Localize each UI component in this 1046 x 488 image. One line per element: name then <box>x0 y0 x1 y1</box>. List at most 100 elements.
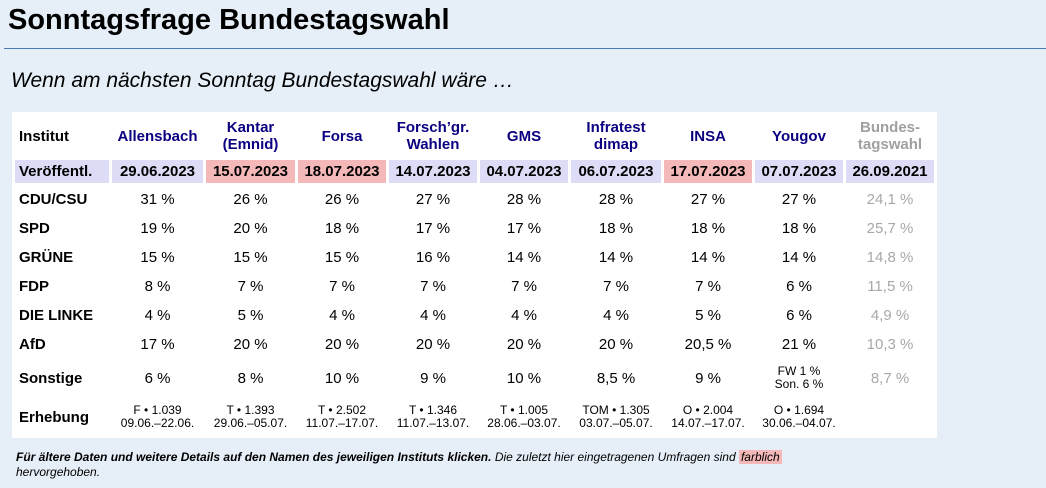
institute-allensbach[interactable]: Allensbach <box>112 115 203 157</box>
election-value: 24,1 % <box>846 186 934 212</box>
published-date: 18.07.2023 <box>298 160 386 183</box>
survey-info: O • 2.004 14.07.–17.07. <box>664 399 752 435</box>
poll-value: 17 % <box>112 331 203 357</box>
poll-value: 7 % <box>389 273 477 299</box>
election-value: 25,7 % <box>846 215 934 241</box>
poll-value: 14 % <box>480 244 568 270</box>
institute-forschungsgruppe[interactable]: Forsch’gr. Wahlen <box>389 115 477 157</box>
footnote-bold: Für ältere Daten und weitere Details auf… <box>16 450 492 464</box>
page-title: Sonntagsfrage Bundestagswahl <box>8 4 450 36</box>
survey-period: 29.06.–05.07. <box>213 416 288 430</box>
survey-period: 11.07.–13.07. <box>396 416 470 430</box>
survey-period: 03.07.–05.07. <box>579 416 653 430</box>
poll-value: 20 % <box>206 215 295 241</box>
poll-value: 7 % <box>571 273 661 299</box>
survey-method: TOM • 1.305 <box>582 403 650 417</box>
poll-value: 5 % <box>664 302 752 328</box>
party-row: AfD 17 % 20 % 20 % 20 % 20 % 20 % 20,5 %… <box>15 331 934 357</box>
poll-value: 18 % <box>571 215 661 241</box>
poll-value: 14 % <box>755 244 843 270</box>
footnote-highlight-sample: farblich <box>738 450 782 464</box>
published-date: 26.09.2021 <box>846 160 934 183</box>
institute-insa[interactable]: INSA <box>664 115 752 157</box>
survey-info: T • 1.005 28.06.–03.07. <box>480 399 568 435</box>
other-value: Son. 6 % <box>774 377 824 391</box>
survey-method: T • 1.393 <box>226 403 275 417</box>
survey-method: F • 1.039 <box>133 403 182 417</box>
poll-value: 21 % <box>755 331 843 357</box>
party-label: SPD <box>15 215 109 241</box>
poll-value: 18 % <box>664 215 752 241</box>
party-row: FDP 8 % 7 % 7 % 7 % 7 % 7 % 7 % 6 % 11,5… <box>15 273 934 299</box>
poll-value: 15 % <box>112 244 203 270</box>
poll-value: 14 % <box>571 244 661 270</box>
election-value: 10,3 % <box>846 331 934 357</box>
poll-value: 4 % <box>389 302 477 328</box>
page-subtitle: Wenn am nächsten Sonntag Bundestagswahl … <box>11 69 514 92</box>
institute-header-label: Institut <box>15 115 109 157</box>
poll-value: 5 % <box>206 302 295 328</box>
poll-value: 20 % <box>480 331 568 357</box>
institute-link[interactable]: Forsch’gr. Wahlen <box>396 119 470 153</box>
poll-value: 8,5 % <box>571 360 661 396</box>
survey-period: 30.06.–04.07. <box>762 416 836 430</box>
poll-value: 28 % <box>480 186 568 212</box>
poll-value: 8 % <box>112 273 203 299</box>
party-row: DIE LINKE 4 % 5 % 4 % 4 % 4 % 4 % 5 % 6 … <box>15 302 934 328</box>
institute-infratest[interactable]: Infratest dimap <box>571 115 661 157</box>
party-row: SPD 19 % 20 % 18 % 17 % 17 % 18 % 18 % 1… <box>15 215 934 241</box>
institute-link[interactable]: Allensbach <box>117 127 198 145</box>
party-label: Sonstige <box>15 360 109 396</box>
survey-method: O • 2.004 <box>682 403 734 417</box>
poll-value: 18 % <box>755 215 843 241</box>
election-value: 4,9 % <box>846 302 934 328</box>
poll-value: 10 % <box>480 360 568 396</box>
poll-value: 7 % <box>206 273 295 299</box>
institute-link[interactable]: Forsa <box>321 127 363 145</box>
other-row: Sonstige 6 % 8 % 10 % 9 % 10 % 8,5 % 9 %… <box>15 360 934 396</box>
institute-link[interactable]: Kantar (Emnid) <box>222 119 279 153</box>
institute-link[interactable]: Yougov <box>772 127 826 145</box>
footnote: Für ältere Daten und weitere Details auf… <box>16 450 916 480</box>
survey-method: T • 1.346 <box>408 403 457 417</box>
institute-gms[interactable]: GMS <box>480 115 568 157</box>
survey-info: T • 1.346 11.07.–13.07. <box>389 399 477 435</box>
poll-value-split: FW 1 % Son. 6 % <box>755 360 843 396</box>
poll-value: 4 % <box>112 302 203 328</box>
institute-kantar[interactable]: Kantar (Emnid) <box>206 115 295 157</box>
institute-link[interactable]: GMS <box>506 127 542 145</box>
published-row: Veröffentl. 29.06.2023 15.07.2023 18.07.… <box>15 160 934 183</box>
institute-bundestagswahl[interactable]: Bundes-tagswahl <box>846 115 934 157</box>
poll-value: 15 % <box>206 244 295 270</box>
title-divider <box>4 48 1046 49</box>
poll-value: 19 % <box>112 215 203 241</box>
poll-value: 10 % <box>298 360 386 396</box>
published-date: 15.07.2023 <box>206 160 295 183</box>
party-label: FDP <box>15 273 109 299</box>
poll-value: 20 % <box>298 331 386 357</box>
survey-period: 09.06.–22.06. <box>120 416 195 430</box>
party-row: GRÜNE 15 % 15 % 15 % 16 % 14 % 14 % 14 %… <box>15 244 934 270</box>
survey-info: TOM • 1.305 03.07.–05.07. <box>571 399 661 435</box>
poll-value: 20,5 % <box>664 331 752 357</box>
survey-method: T • 2.502 <box>317 403 366 417</box>
election-value: 14,8 % <box>846 244 934 270</box>
poll-value: 6 % <box>112 360 203 396</box>
institute-link[interactable]: Bundes-tagswahl <box>857 119 923 153</box>
poll-value: 27 % <box>389 186 477 212</box>
party-label: DIE LINKE <box>15 302 109 328</box>
poll-value: 14 % <box>664 244 752 270</box>
poll-value: 15 % <box>298 244 386 270</box>
footnote-text-end: hervorgehoben. <box>16 465 101 479</box>
survey-label: Erhebung <box>15 399 109 435</box>
institute-link[interactable]: INSA <box>690 127 726 145</box>
institute-yougov[interactable]: Yougov <box>755 115 843 157</box>
survey-info: F • 1.039 09.06.–22.06. <box>112 399 203 435</box>
poll-value: 26 % <box>206 186 295 212</box>
poll-value: 8 % <box>206 360 295 396</box>
institute-forsa[interactable]: Forsa <box>298 115 386 157</box>
poll-value: 31 % <box>112 186 203 212</box>
poll-value: 17 % <box>480 215 568 241</box>
institute-link[interactable]: Infratest dimap <box>586 119 646 153</box>
party-label: GRÜNE <box>15 244 109 270</box>
